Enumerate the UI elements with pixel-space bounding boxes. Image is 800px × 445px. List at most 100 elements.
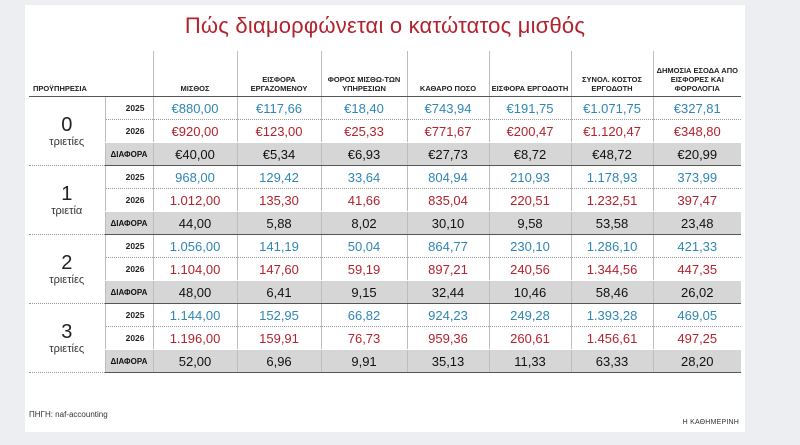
table-cell: 924,23 [406,303,490,327]
experience-unit: τριετίες [49,273,85,286]
table-cell: 1.012,00 [152,188,238,212]
table-cell: 1.104,00 [152,257,238,281]
table-cell: 50,04 [320,234,408,258]
table-cell: 11,33 [488,349,572,373]
experience-group: 3 τριετίες [29,303,105,373]
table-cell: €18,40 [320,96,408,120]
experience-count: 0 [61,113,73,136]
table-cell: 1.393,28 [570,303,654,327]
table-row: ΔΙΑΦΟΡΑ 48,00 6,41 9,15 32,44 10,46 58,46 26,02 [29,280,742,304]
table-cell: €48,72 [570,142,654,166]
table-cell: €40,00 [152,142,238,166]
table-cell: 28,20 [652,349,742,373]
table-cell: €123,00 [236,119,322,143]
table-cell: 1.178,93 [570,165,654,189]
table-row: 2 τριετίες 2025 1.056,00 141,19 50,04 864,77 23… [29,234,742,304]
table-row: 1 τριετία 2025 968,00 129,42 33,64 804,94 210,9… [29,165,742,235]
table-cell: 220,51 [488,188,572,212]
table-cell: 1.232,51 [570,188,654,212]
header-net-amount: ΚΑΘΑΡΟ ΠΟΣΟ [406,51,490,97]
row-label: ΔΙΑΦΟΡΑ [104,280,154,304]
header-employer-contribution: ΕΙΣΦΟΡΑ ΕΡΓΟΔΟΤΗ [488,51,572,97]
row-label: 2026 [104,257,154,281]
table-cell: 33,64 [320,165,408,189]
table-cell: 9,15 [320,280,408,304]
row-label: ΔΙΑΦΟΡΑ [104,349,154,373]
table-cell: 864,77 [406,234,490,258]
table-cell: 53,58 [570,211,654,235]
table-cell: 52,00 [152,349,238,373]
table-cell: 804,94 [406,165,490,189]
table-cell: 959,36 [406,326,490,350]
table-cell: €20,99 [652,142,742,166]
experience-count: 3 [61,320,73,343]
row-label: 2026 [104,326,154,350]
header-experience: ΠΡΟΫΠΗΡΕΣΙΑ [29,51,154,97]
row-label: ΔΙΑΦΟΡΑ [104,211,154,235]
table-cell: 240,56 [488,257,572,281]
table-cell: 35,13 [406,349,490,373]
table-cell: 76,73 [320,326,408,350]
table-cell: 1.344,56 [570,257,654,281]
table-cell: 6,96 [236,349,322,373]
source-note: ΠΗΓΗ: naf-accounting [29,410,108,419]
table-cell: 1.456,61 [570,326,654,350]
table-cell: 497,25 [652,326,742,350]
table-cell: €880,00 [152,96,238,120]
header-row: ΠΡΟΫΠΗΡΕΣΙΑ ΜΙΣΘΟΣ ΕΙΣΦΟΡΑ ΕΡΓΑΖΟΜΕΝΟΥ Φ… [29,51,742,97]
header-salary: ΜΙΣΘΟΣ [152,51,238,97]
experience-group: 1 τριετία [29,165,105,235]
row-label: 2026 [104,188,154,212]
table-cell: 32,44 [406,280,490,304]
row-label: 2025 [104,234,154,258]
table-cell: 447,35 [652,257,742,281]
table-cell: 66,82 [320,303,408,327]
table-row: 3 τριετίες 2025 1.144,00 152,95 66,82 924,23 24… [29,303,742,373]
row-label: 2025 [104,96,154,120]
table-cell: €200,47 [488,119,572,143]
table-cell: €5,34 [236,142,322,166]
table-row: 2026 1.104,00 147,60 59,19 897,21 240,56 1.344… [29,257,742,281]
table-cell: 249,28 [488,303,572,327]
table-cell: 1.196,00 [152,326,238,350]
table-cell: €743,94 [406,96,490,120]
table-cell: €1.071,75 [570,96,654,120]
row-label: 2025 [104,303,154,327]
table-cell: 58,46 [570,280,654,304]
table-row: 2026 €920,00 €123,00 €25,33 €771,67 €200,47 €1… [29,119,742,143]
table-cell: €191,75 [488,96,572,120]
table-cell: 1.056,00 [152,234,238,258]
table-cell: 159,91 [236,326,322,350]
table-cell: 48,00 [152,280,238,304]
table-cell: 6,41 [236,280,322,304]
row-label: 2025 [104,165,154,189]
experience-unit: τριετίες [49,135,85,148]
header-employer-total-cost: ΣΥΝΟΛ. ΚΟΣΤΟΣ ΕΡΓΟΔΟΤΗ [570,51,654,97]
table-cell: 260,61 [488,326,572,350]
header-public-revenue: ΔΗΜΟΣΙΑ ΕΣΟΔΑ ΑΠΟ ΕΙΣΦΟΡΕΣ ΚΑΙ ΦΟΡΟΛΟΓΙΑ [652,51,742,97]
table-cell: 59,19 [320,257,408,281]
table-cell: 469,05 [652,303,742,327]
experience-count: 2 [61,251,73,274]
experience-group: 0 τριετίες [29,96,105,166]
table-cell: 147,60 [236,257,322,281]
table-cell: 135,30 [236,188,322,212]
table-cell: 30,10 [406,211,490,235]
table-cell: 397,47 [652,188,742,212]
table-cell: 421,33 [652,234,742,258]
header-income-tax: ΦΟΡΟΣ ΜΙΣΘΩ-ΤΩΝ ΥΠΗΡΕΣΙΩΝ [320,51,408,97]
table-cell: 835,04 [406,188,490,212]
table-cell: 23,48 [652,211,742,235]
table-cell: €1.120,47 [570,119,654,143]
table-cell: €771,67 [406,119,490,143]
table-cell: 9,58 [488,211,572,235]
table-cell: €920,00 [152,119,238,143]
table-row: 0 τριετίες 2025 €880,00 €117,66 €18,40 €743,94… [29,96,742,166]
table-row: 2026 1.196,00 159,91 76,73 959,36 260,61 1.456… [29,326,742,350]
table-cell: 41,66 [320,188,408,212]
table-cell: 152,95 [236,303,322,327]
table-cell: 210,93 [488,165,572,189]
table-cell: €27,73 [406,142,490,166]
table-cell: 373,99 [652,165,742,189]
row-label: 2026 [104,119,154,143]
